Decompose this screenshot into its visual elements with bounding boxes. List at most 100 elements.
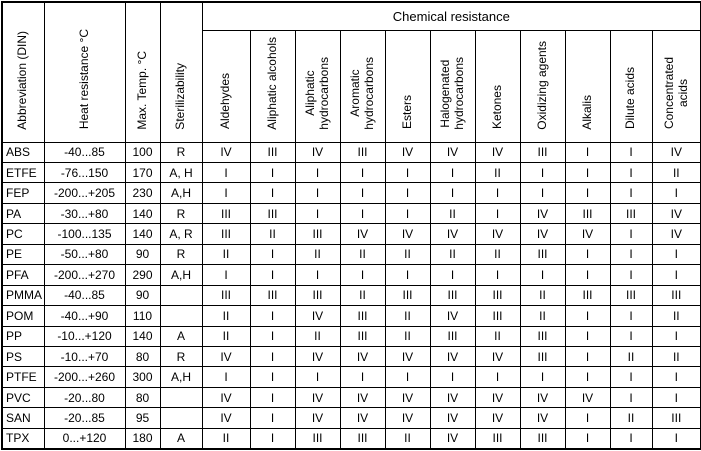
col-header-oxidizing-agents-label: Oxidizing agents xyxy=(534,40,549,130)
resistance-rating-cell: III xyxy=(201,284,251,307)
resistance-rating-cell: I xyxy=(429,264,476,286)
abbreviation-cell: PE xyxy=(1,243,45,266)
resistance-rating-cell: I xyxy=(564,243,611,266)
resistance-rating-cell: I xyxy=(249,407,296,429)
max-temp-cell: 100 xyxy=(124,141,161,163)
resistance-rating-cell: I xyxy=(564,141,611,163)
resistance-rating-cell: II xyxy=(384,305,431,327)
resistance-rating-cell: III xyxy=(339,141,386,163)
resistance-rating-cell: I xyxy=(249,264,296,286)
col-header-esters: Esters xyxy=(384,29,431,143)
resistance-rating-cell: IV xyxy=(384,386,431,409)
resistance-rating-cell: IV xyxy=(519,202,566,225)
resistance-rating-cell: IV xyxy=(201,386,251,409)
max-temp-cell: 95 xyxy=(124,407,161,429)
col-header-halogenated-hydrocarbons-label: Halogenated hydrocarbons xyxy=(437,56,466,130)
max-temp-cell: 170 xyxy=(124,161,161,184)
resistance-rating-cell: III xyxy=(249,141,296,163)
table-row: FEP -200...+205 230 A,H I I I I I I I I I I I xyxy=(1,182,701,204)
table-row: PS -10...+70 80 R IV I IV IV IV IV IV III I II II xyxy=(1,346,701,368)
resistance-rating-cell: I xyxy=(651,325,701,348)
resistance-rating-cell: I xyxy=(249,386,296,409)
resistance-rating-cell: III xyxy=(609,284,653,307)
resistance-rating-cell: I xyxy=(651,264,701,286)
col-header-aliphatic-alcohols-label: Aliphatic alcohols xyxy=(264,36,279,130)
resistance-rating-cell: II xyxy=(651,346,701,368)
resistance-rating-cell: IV xyxy=(384,407,431,429)
resistance-rating-cell: I xyxy=(339,366,386,388)
table-header: Abbreviation (DIN) Heat resistance °C Ma… xyxy=(1,1,701,143)
resistance-rating-cell: II xyxy=(294,243,341,266)
table-row: PA -30...+80 140 R III III I I I II I IV III III IV xyxy=(1,202,701,225)
resistance-rating-cell: IV xyxy=(339,386,386,409)
resistance-rating-cell: I xyxy=(564,264,611,286)
resistance-rating-cell: IV xyxy=(294,141,341,163)
heat-resistance-cell: -10...+120 xyxy=(43,325,126,348)
resistance-rating-cell: IV xyxy=(429,305,476,327)
sterilizability-cell: R xyxy=(159,346,203,368)
heat-resistance-cell: -200...+205 xyxy=(43,182,126,204)
resistance-rating-cell: III xyxy=(294,284,341,307)
resistance-rating-cell: I xyxy=(609,264,653,286)
resistance-rating-cell: I xyxy=(249,427,296,450)
resistance-rating-cell: III xyxy=(429,284,476,307)
col-header-aldehydes-label: Aldehydes xyxy=(218,73,233,130)
resistance-rating-cell: I xyxy=(384,264,431,286)
table-row: ETFE -76...150 170 A, H I I I I I I II I I I II xyxy=(1,161,701,184)
resistance-rating-cell: IV xyxy=(429,386,476,409)
abbreviation-cell: PP xyxy=(1,325,45,348)
resistance-rating-cell: I xyxy=(651,427,701,450)
resistance-rating-cell: I xyxy=(564,366,611,388)
resistance-rating-cell: II xyxy=(201,243,251,266)
abbreviation-cell: ETFE xyxy=(1,161,45,184)
table-row: POM -40...+90 110 II I IV III II IV III II I I II xyxy=(1,305,701,327)
resistance-rating-cell: I xyxy=(474,182,521,204)
resistance-rating-cell: I xyxy=(429,182,476,204)
heat-resistance-cell: -20...85 xyxy=(43,407,126,429)
resistance-rating-cell: II xyxy=(651,305,701,327)
resistance-rating-cell: IV xyxy=(294,305,341,327)
resistance-rating-cell: I xyxy=(564,161,611,184)
resistance-rating-cell: IV xyxy=(564,223,611,245)
resistance-rating-cell: IV xyxy=(201,346,251,368)
abbreviation-cell: PVC xyxy=(1,386,45,409)
resistance-rating-cell: I xyxy=(519,161,566,184)
resistance-rating-cell: I xyxy=(294,182,341,204)
resistance-rating-cell: III xyxy=(609,202,653,225)
abbreviation-cell: SAN xyxy=(1,407,45,429)
col-header-aldehydes: Aldehydes xyxy=(201,29,251,143)
resistance-rating-cell: II xyxy=(339,284,386,307)
heat-resistance-cell: -20...80 xyxy=(43,386,126,409)
resistance-rating-cell: I xyxy=(609,182,653,204)
resistance-rating-cell: III xyxy=(294,427,341,450)
resistance-rating-cell: IV xyxy=(339,346,386,368)
col-header-dilute-acids: Dilute acids xyxy=(609,29,653,143)
resistance-rating-cell: II xyxy=(609,346,653,368)
table-row: TPX 0...+120 180 A II I III III II IV III III I I I xyxy=(1,427,701,450)
max-temp-cell: 140 xyxy=(124,223,161,245)
table-row: SAN -20...85 95 IV I IV IV IV IV IV IV I II III xyxy=(1,407,701,429)
col-header-abbreviation: Abbreviation (DIN) xyxy=(1,1,45,143)
resistance-rating-cell: I xyxy=(651,182,701,204)
resistance-rating-cell: III xyxy=(651,284,701,307)
table-row: PE -50...+80 90 R II I II II II II II III I I I xyxy=(1,243,701,266)
resistance-rating-cell: III xyxy=(519,243,566,266)
resistance-rating-cell: I xyxy=(564,305,611,327)
resistance-rating-cell: I xyxy=(294,202,341,225)
resistance-rating-cell: IV xyxy=(339,407,386,429)
resistance-rating-cell: II xyxy=(429,243,476,266)
resistance-rating-cell: I xyxy=(249,182,296,204)
resistance-rating-cell: I xyxy=(384,366,431,388)
sterilizability-cell: R xyxy=(159,202,203,225)
resistance-rating-cell: III xyxy=(519,141,566,163)
resistance-rating-cell: II xyxy=(339,243,386,266)
col-header-ketones-label: Ketones xyxy=(489,85,504,130)
resistance-rating-cell: IV xyxy=(294,346,341,368)
resistance-rating-cell: III xyxy=(564,202,611,225)
heat-resistance-cell: -40...+90 xyxy=(43,305,126,327)
abbreviation-cell: PS xyxy=(1,346,45,368)
max-temp-cell: 290 xyxy=(124,264,161,286)
resistance-rating-cell: I xyxy=(609,305,653,327)
resistance-rating-cell: III xyxy=(249,284,296,307)
sterilizability-cell xyxy=(159,284,203,307)
